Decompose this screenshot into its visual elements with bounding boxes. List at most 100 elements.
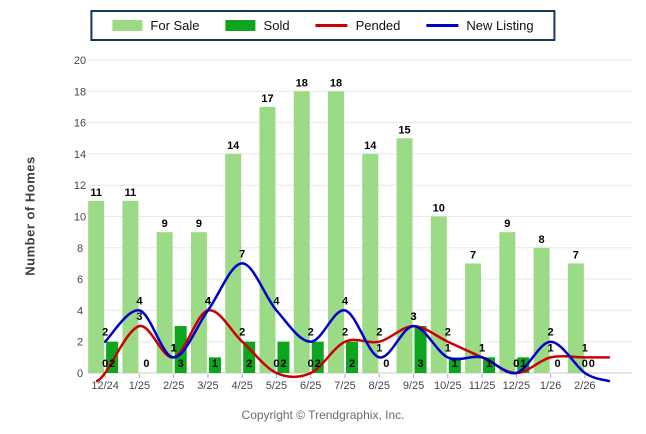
bar-sold-5/25 xyxy=(277,341,290,373)
label-for-sale-3/25: 9 xyxy=(196,218,202,230)
x-tick-label-0: 12/24 xyxy=(91,380,119,392)
label-pended-2/26: 1 xyxy=(582,342,588,354)
label-new-listing-10/25: 1 xyxy=(445,342,451,354)
label-new-listing-5/25: 4 xyxy=(273,295,280,307)
x-tick-label-7: 7/25 xyxy=(334,380,355,392)
label-sold-9/25: 3 xyxy=(417,358,423,370)
label-sold-12/24: 2 xyxy=(109,358,115,370)
pended-line xyxy=(95,309,611,383)
new-listing-line xyxy=(103,262,611,383)
label-new-listing-9/25: 3 xyxy=(410,311,416,323)
bar-for-sale-1/26 xyxy=(533,247,550,373)
x-tick-label-9: 9/25 xyxy=(403,380,424,392)
bar-for-sale-5/25 xyxy=(259,106,276,373)
bar-for-sale-12/25 xyxy=(499,232,516,373)
x-tick-label-12: 12/25 xyxy=(503,380,531,392)
label-new-listing-7/25: 4 xyxy=(342,295,349,307)
x-tick-label-13: 1/26 xyxy=(540,380,561,392)
label-new-listing-8/25: 1 xyxy=(376,342,382,354)
y-tick-label-10: 10 xyxy=(74,212,86,224)
bar-sold-7/25 xyxy=(346,341,358,373)
label-pended-12/24: 0 xyxy=(102,358,108,370)
x-tick-label-6: 6/25 xyxy=(300,380,321,392)
y-tick-label-2: 2 xyxy=(77,337,83,349)
y-axis-title: Number of Homes xyxy=(22,156,38,276)
label-for-sale-12/25: 9 xyxy=(504,218,510,230)
label-sold-11/25: 1 xyxy=(486,358,492,370)
label-sold-2/26: 0 xyxy=(589,358,595,370)
label-pended-10/25: 2 xyxy=(445,327,451,339)
bar-for-sale-2/26 xyxy=(567,263,584,373)
x-tick-label-11: 11/25 xyxy=(469,380,496,392)
label-for-sale-5/25: 17 xyxy=(261,93,273,105)
bar-for-sale-3/25 xyxy=(190,232,207,373)
label-for-sale-7/25: 18 xyxy=(330,77,342,89)
label-new-listing-3/25: 4 xyxy=(205,295,212,307)
label-for-sale-9/25: 15 xyxy=(398,124,410,136)
label-sold-3/25: 1 xyxy=(212,358,218,370)
y-tick-label-4: 4 xyxy=(77,305,83,317)
label-sold-12/25: 1 xyxy=(520,358,526,370)
label-sold-8/25: 0 xyxy=(383,358,389,370)
x-tick-label-2: 2/25 xyxy=(163,380,184,392)
bar-for-sale-8/25 xyxy=(362,153,379,373)
label-for-sale-8/25: 14 xyxy=(364,140,377,152)
bar-for-sale-1/25 xyxy=(122,200,139,373)
label-sold-4/25: 2 xyxy=(246,358,252,370)
y-tick-label-18: 18 xyxy=(74,86,86,98)
legend-label: New Listing xyxy=(466,18,534,33)
label-new-listing-6/25: 2 xyxy=(308,327,314,339)
label-for-sale-2/25: 9 xyxy=(162,218,168,230)
legend-label: Pended xyxy=(355,18,401,33)
x-tick-label-4: 4/25 xyxy=(231,380,252,392)
label-for-sale-6/25: 18 xyxy=(296,77,308,89)
label-pended-6/25: 0 xyxy=(308,358,314,370)
x-tick-label-14: 2/26 xyxy=(574,380,595,392)
label-for-sale-12/24: 11 xyxy=(90,187,102,199)
x-tick-label-3: 3/25 xyxy=(197,380,218,392)
y-tick-label-16: 16 xyxy=(74,118,86,130)
label-sold-2/25: 3 xyxy=(178,358,184,370)
y-tick-label-8: 8 xyxy=(77,243,83,255)
label-sold-6/25: 2 xyxy=(315,358,321,370)
label-pended-12/25: 0 xyxy=(513,358,519,370)
x-tick-label-8: 8/25 xyxy=(369,380,390,392)
legend-item-for-sale: For Sale xyxy=(112,18,200,33)
label-new-listing-4/25: 7 xyxy=(239,248,245,260)
label-pended-1/25: 3 xyxy=(136,311,142,323)
label-for-sale-4/25: 14 xyxy=(227,140,240,152)
bar-for-sale-11/25 xyxy=(465,263,482,373)
y-tick-label-14: 14 xyxy=(74,149,86,161)
legend-swatch-sold xyxy=(225,20,256,31)
label-pended-7/25: 2 xyxy=(342,327,348,339)
label-sold-1/26: 0 xyxy=(555,358,561,370)
y-tick-label-6: 6 xyxy=(77,274,83,286)
bar-for-sale-4/25 xyxy=(225,153,242,373)
label-new-listing-12/24: 2 xyxy=(102,327,108,339)
bar-for-sale-9/25 xyxy=(396,138,413,373)
label-sold-5/25: 2 xyxy=(280,358,286,370)
label-sold-10/25: 1 xyxy=(452,358,458,370)
label-new-listing-2/26: 0 xyxy=(582,358,588,370)
bar-for-sale-6/25 xyxy=(293,91,310,374)
label-sold-1/25: 0 xyxy=(143,358,149,370)
label-new-listing-2/25: 1 xyxy=(171,342,177,354)
bar-for-sale-7/25 xyxy=(328,91,344,374)
label-pended-11/25: 1 xyxy=(479,342,485,354)
x-tick-label-10: 10/25 xyxy=(434,380,462,392)
bar-sold-3/25 xyxy=(208,357,221,373)
label-for-sale-1/25: 11 xyxy=(125,187,137,199)
bar-for-sale-2/25 xyxy=(156,232,173,373)
label-for-sale-10/25: 10 xyxy=(433,203,445,215)
legend-label: Sold xyxy=(263,18,290,33)
legend-swatch-for-sale xyxy=(112,20,143,31)
label-new-listing-1/26: 2 xyxy=(548,327,554,339)
x-tick-label-1: 1/25 xyxy=(129,380,150,392)
y-tick-label-12: 12 xyxy=(74,180,86,192)
label-pended-8/25: 2 xyxy=(376,327,382,339)
legend: For Sale Sold Pended New Listing xyxy=(90,10,556,41)
legend-swatch-new-listing xyxy=(426,24,459,27)
bar-sold-10/25 xyxy=(448,357,461,373)
